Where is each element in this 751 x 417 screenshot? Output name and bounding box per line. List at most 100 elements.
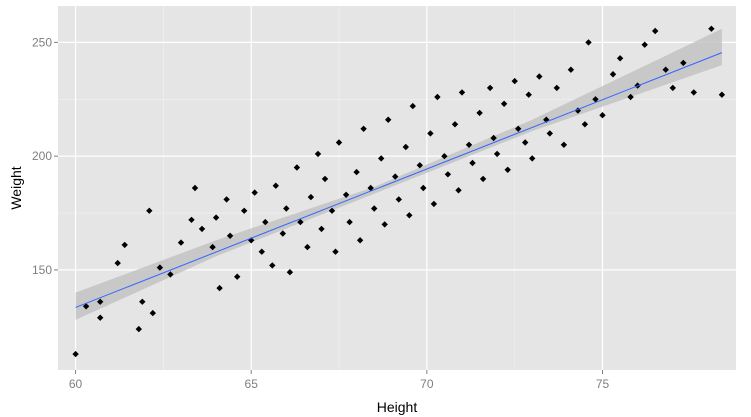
x-axis-title: Height	[377, 399, 418, 415]
data-point	[216, 284, 223, 292]
data-point	[669, 84, 676, 92]
data-point	[72, 350, 79, 358]
data-point	[493, 150, 501, 158]
data-point	[427, 130, 434, 137]
confidence-band-group	[75, 28, 722, 320]
fit-line-group	[75, 52, 723, 308]
fit-line	[75, 52, 723, 308]
data-point	[279, 230, 286, 237]
data-point	[262, 218, 269, 226]
data-point	[455, 187, 462, 194]
x-tick-label: 75	[596, 377, 610, 391]
data-point	[406, 212, 413, 219]
data-point	[609, 71, 617, 78]
y-tick-label: 250	[32, 35, 52, 49]
data-point	[652, 27, 659, 35]
data-point	[114, 259, 121, 267]
data-point	[525, 91, 532, 98]
data-point	[97, 314, 104, 321]
data-point	[156, 264, 164, 271]
data-point	[402, 143, 409, 151]
data-point	[149, 309, 156, 317]
data-point	[441, 153, 448, 160]
data-point	[371, 205, 378, 212]
data-point	[97, 298, 104, 305]
data-point	[318, 225, 325, 233]
data-point	[283, 205, 290, 212]
data-point	[209, 243, 216, 251]
data-point	[504, 166, 511, 173]
data-point	[191, 184, 199, 192]
data-point	[490, 134, 497, 142]
data-point	[223, 196, 230, 203]
data-point	[511, 77, 518, 85]
data-point	[465, 141, 473, 148]
data-point	[251, 189, 258, 196]
data-point	[360, 125, 367, 132]
plot-panel	[58, 6, 736, 370]
data-point	[392, 173, 399, 180]
data-point	[378, 155, 385, 162]
data-point	[212, 214, 220, 221]
data-point	[314, 150, 322, 158]
data-point	[567, 66, 575, 73]
data-point	[486, 84, 494, 92]
data-point	[581, 121, 589, 128]
data-point	[307, 193, 315, 201]
data-point	[479, 175, 487, 183]
data-point	[272, 182, 279, 189]
data-point	[353, 168, 360, 176]
data-point	[458, 89, 466, 96]
data-point	[641, 41, 648, 48]
y-tick-label: 150	[32, 263, 52, 277]
data-point	[321, 175, 329, 183]
data-point	[546, 130, 553, 137]
tick-labels: 60 65 70 75 150 200 250	[32, 35, 610, 391]
data-point	[434, 93, 441, 101]
data-point	[241, 207, 248, 214]
y-tick-label: 200	[32, 149, 52, 163]
x-tick-label: 70	[420, 377, 434, 391]
data-point	[430, 200, 438, 208]
data-point	[690, 89, 697, 96]
data-point	[258, 248, 265, 255]
data-point	[234, 273, 241, 280]
data-point	[444, 171, 452, 178]
data-point	[335, 139, 343, 146]
data-point	[367, 184, 374, 192]
data-point	[198, 225, 206, 233]
scatter-points	[72, 25, 726, 358]
data-point	[139, 298, 146, 305]
data-point	[522, 139, 529, 146]
y-axis-title: Weight	[8, 166, 24, 209]
data-point	[356, 237, 364, 244]
data-point	[385, 116, 392, 123]
data-point	[529, 155, 536, 162]
data-point	[500, 100, 508, 107]
data-point	[395, 196, 402, 203]
data-point	[121, 241, 128, 249]
data-point	[553, 84, 560, 92]
data-point	[708, 25, 715, 32]
data-point	[451, 121, 459, 128]
data-point	[469, 159, 476, 167]
data-point	[515, 125, 522, 132]
confidence-band	[75, 28, 722, 320]
data-point	[328, 207, 336, 214]
data-point	[420, 184, 427, 192]
data-point	[82, 303, 90, 310]
data-point	[346, 218, 353, 226]
data-point	[297, 218, 304, 226]
x-tick-label: 65	[245, 377, 259, 391]
data-point	[560, 141, 568, 148]
data-point	[662, 66, 669, 73]
data-point	[293, 164, 301, 171]
data-point	[146, 207, 153, 214]
data-point	[381, 221, 388, 228]
data-point	[585, 39, 592, 46]
data-point	[718, 91, 726, 98]
data-point	[304, 243, 311, 251]
data-point	[286, 269, 294, 276]
data-point	[177, 239, 185, 246]
